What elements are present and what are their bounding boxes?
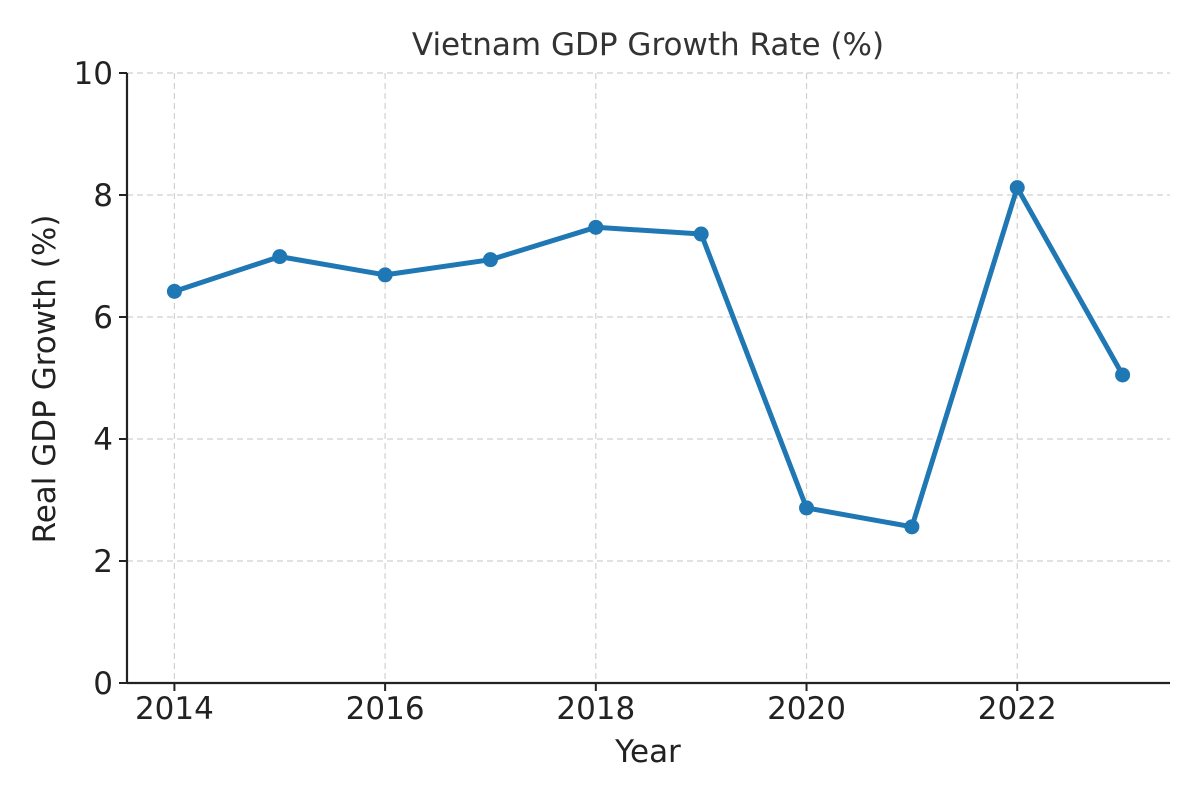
x-tick-label: 2016 — [346, 691, 425, 727]
y-tick-label: 0 — [93, 666, 113, 702]
x-tick-label: 2014 — [135, 691, 214, 727]
chart-title: Vietnam GDP Growth Rate (%) — [412, 27, 884, 63]
data-point-2022 — [1009, 180, 1025, 196]
y-tick-label: 8 — [93, 178, 113, 214]
data-point-2016 — [377, 267, 393, 283]
series-layer — [166, 180, 1131, 535]
y-tick-label: 6 — [93, 300, 113, 336]
data-point-2015 — [272, 249, 288, 265]
x-tick-label: 2022 — [978, 691, 1057, 727]
y-axis-label: Real GDP Growth (%) — [27, 215, 63, 544]
data-point-2018 — [588, 219, 604, 235]
series-line — [171, 185, 1126, 530]
data-point-2021 — [904, 519, 920, 535]
tick-layer: 0 2 4 6 8 10 2014 2016 2018 2020 2022 — [74, 56, 1057, 727]
x-tick-label: 2020 — [767, 691, 846, 727]
grid-layer — [127, 72, 1170, 684]
data-point-2020 — [799, 500, 815, 516]
x-tick-label: 2018 — [556, 691, 635, 727]
y-tick-label: 10 — [74, 56, 113, 92]
x-axis-label: Year — [614, 734, 681, 770]
y-tick-label: 4 — [93, 422, 113, 458]
data-point-2014 — [166, 283, 182, 299]
data-point-2017 — [482, 252, 498, 268]
data-point-2023 — [1115, 367, 1131, 383]
y-tick-label: 2 — [93, 544, 113, 580]
data-point-2019 — [693, 226, 709, 242]
